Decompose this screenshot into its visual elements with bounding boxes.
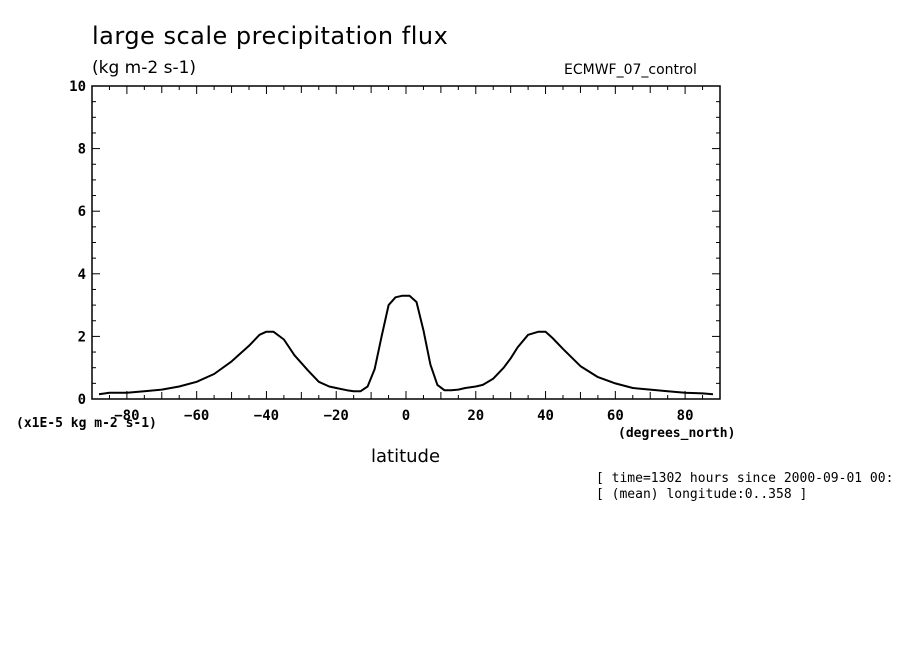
y-tick-label: 8 <box>78 142 86 158</box>
axis-ticks <box>92 86 720 399</box>
chart-title: large scale precipitation flux <box>92 22 449 50</box>
y-scale-label: (x1E-5 kg m-2 s-1) <box>16 416 157 431</box>
x-tick-label: 20 <box>467 408 484 424</box>
y-tick-label: 0 <box>78 392 86 408</box>
chart-units-label: (kg m-2 s-1) <box>92 58 197 78</box>
series-line <box>98 294 714 396</box>
x-axis-label: latitude <box>371 446 441 467</box>
footer-time-note: [ time=1302 hours since 2000-09-01 00: <box>596 471 894 486</box>
y-tick-label: 10 <box>69 79 86 95</box>
x-units-label: (degrees_north) <box>618 426 736 441</box>
y-tick-label: 2 <box>78 329 86 345</box>
x-tick-label: 80 <box>677 408 694 424</box>
axis-tick-labels: −80 −60 −40 −20 0 20 40 60 80 0 2 4 6 8 10 <box>69 79 693 424</box>
x-tick-label: 60 <box>607 408 624 424</box>
x-tick-label: −80 <box>114 408 139 424</box>
footer-longitude-note: [ (mean) longitude:0..358 ] <box>596 487 808 502</box>
x-tick-label: −60 <box>184 408 209 424</box>
plot-frame <box>91 85 721 400</box>
y-tick-label: 4 <box>78 267 86 283</box>
x-tick-label: 0 <box>402 408 410 424</box>
y-tick-label: 6 <box>78 204 86 220</box>
dataset-label: ECMWF_07_control <box>564 62 697 78</box>
x-tick-label: 40 <box>537 408 554 424</box>
x-tick-label: −20 <box>324 408 349 424</box>
x-tick-label: −40 <box>254 408 279 424</box>
